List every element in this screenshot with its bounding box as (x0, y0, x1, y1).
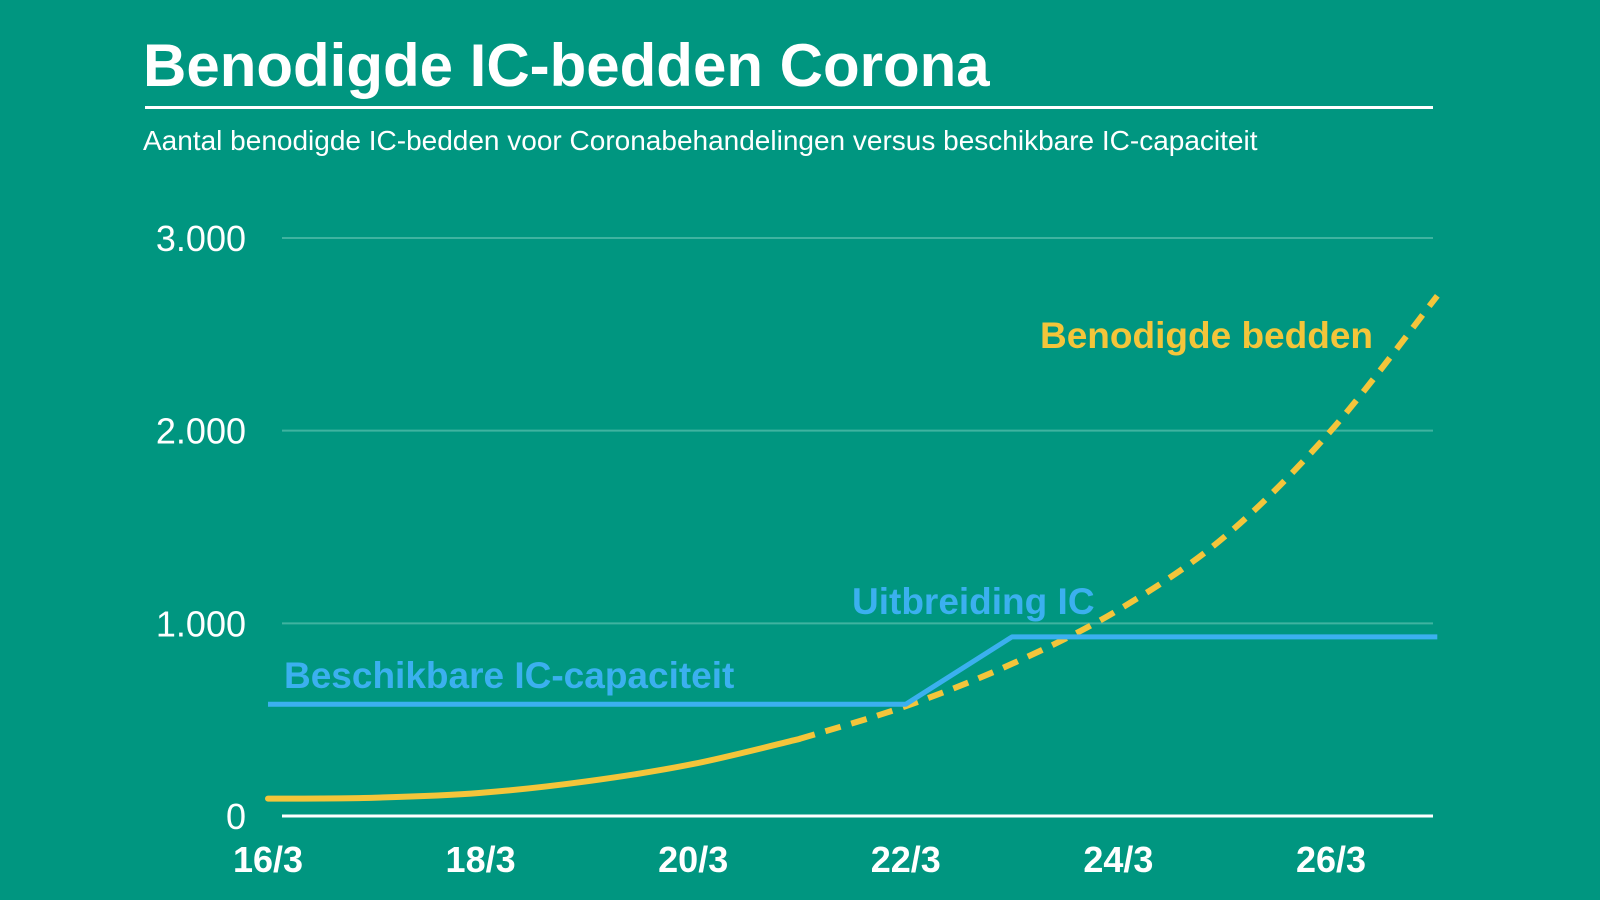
ic-expansion-label: Uitbreiding IC (852, 581, 1095, 622)
y-tick-label: 2.000 (156, 411, 246, 452)
title-underline (145, 106, 1433, 109)
y-tick-label: 1.000 (156, 603, 246, 644)
x-tick-label: 24/3 (1083, 839, 1153, 880)
gridlines (282, 237, 1433, 818)
y-tick-label: 0 (226, 796, 246, 837)
ic-capacity-line (268, 634, 1438, 707)
ic-capacity-label: Beschikbare IC-capaciteit (284, 655, 734, 696)
y-tick-label: 3.000 (156, 218, 246, 259)
chart-series (265, 293, 1440, 802)
x-tick-label: 18/3 (446, 839, 516, 880)
x-axis-ticks: 16/3 18/3 20/3 22/3 24/3 26/3 (233, 839, 1366, 880)
y-axis-ticks: 0 1.000 2.000 3.000 (156, 218, 246, 837)
x-tick-label: 22/3 (871, 839, 941, 880)
x-tick-label: 26/3 (1296, 839, 1366, 880)
needed-beds-label: Benodigde bedden (1040, 315, 1373, 356)
needed-beds-line (265, 735, 803, 802)
x-tick-label: 20/3 (658, 839, 728, 880)
page-subtitle: Aantal benodigde IC-bedden voor Coronabe… (143, 125, 1258, 156)
needed-beds-projection-line (798, 293, 1440, 742)
page-title: Benodigde IC-bedden Corona (143, 32, 990, 99)
series-labels: Benodigde bedden Beschikbare IC-capacitei… (284, 315, 1373, 696)
x-tick-label: 16/3 (233, 839, 303, 880)
